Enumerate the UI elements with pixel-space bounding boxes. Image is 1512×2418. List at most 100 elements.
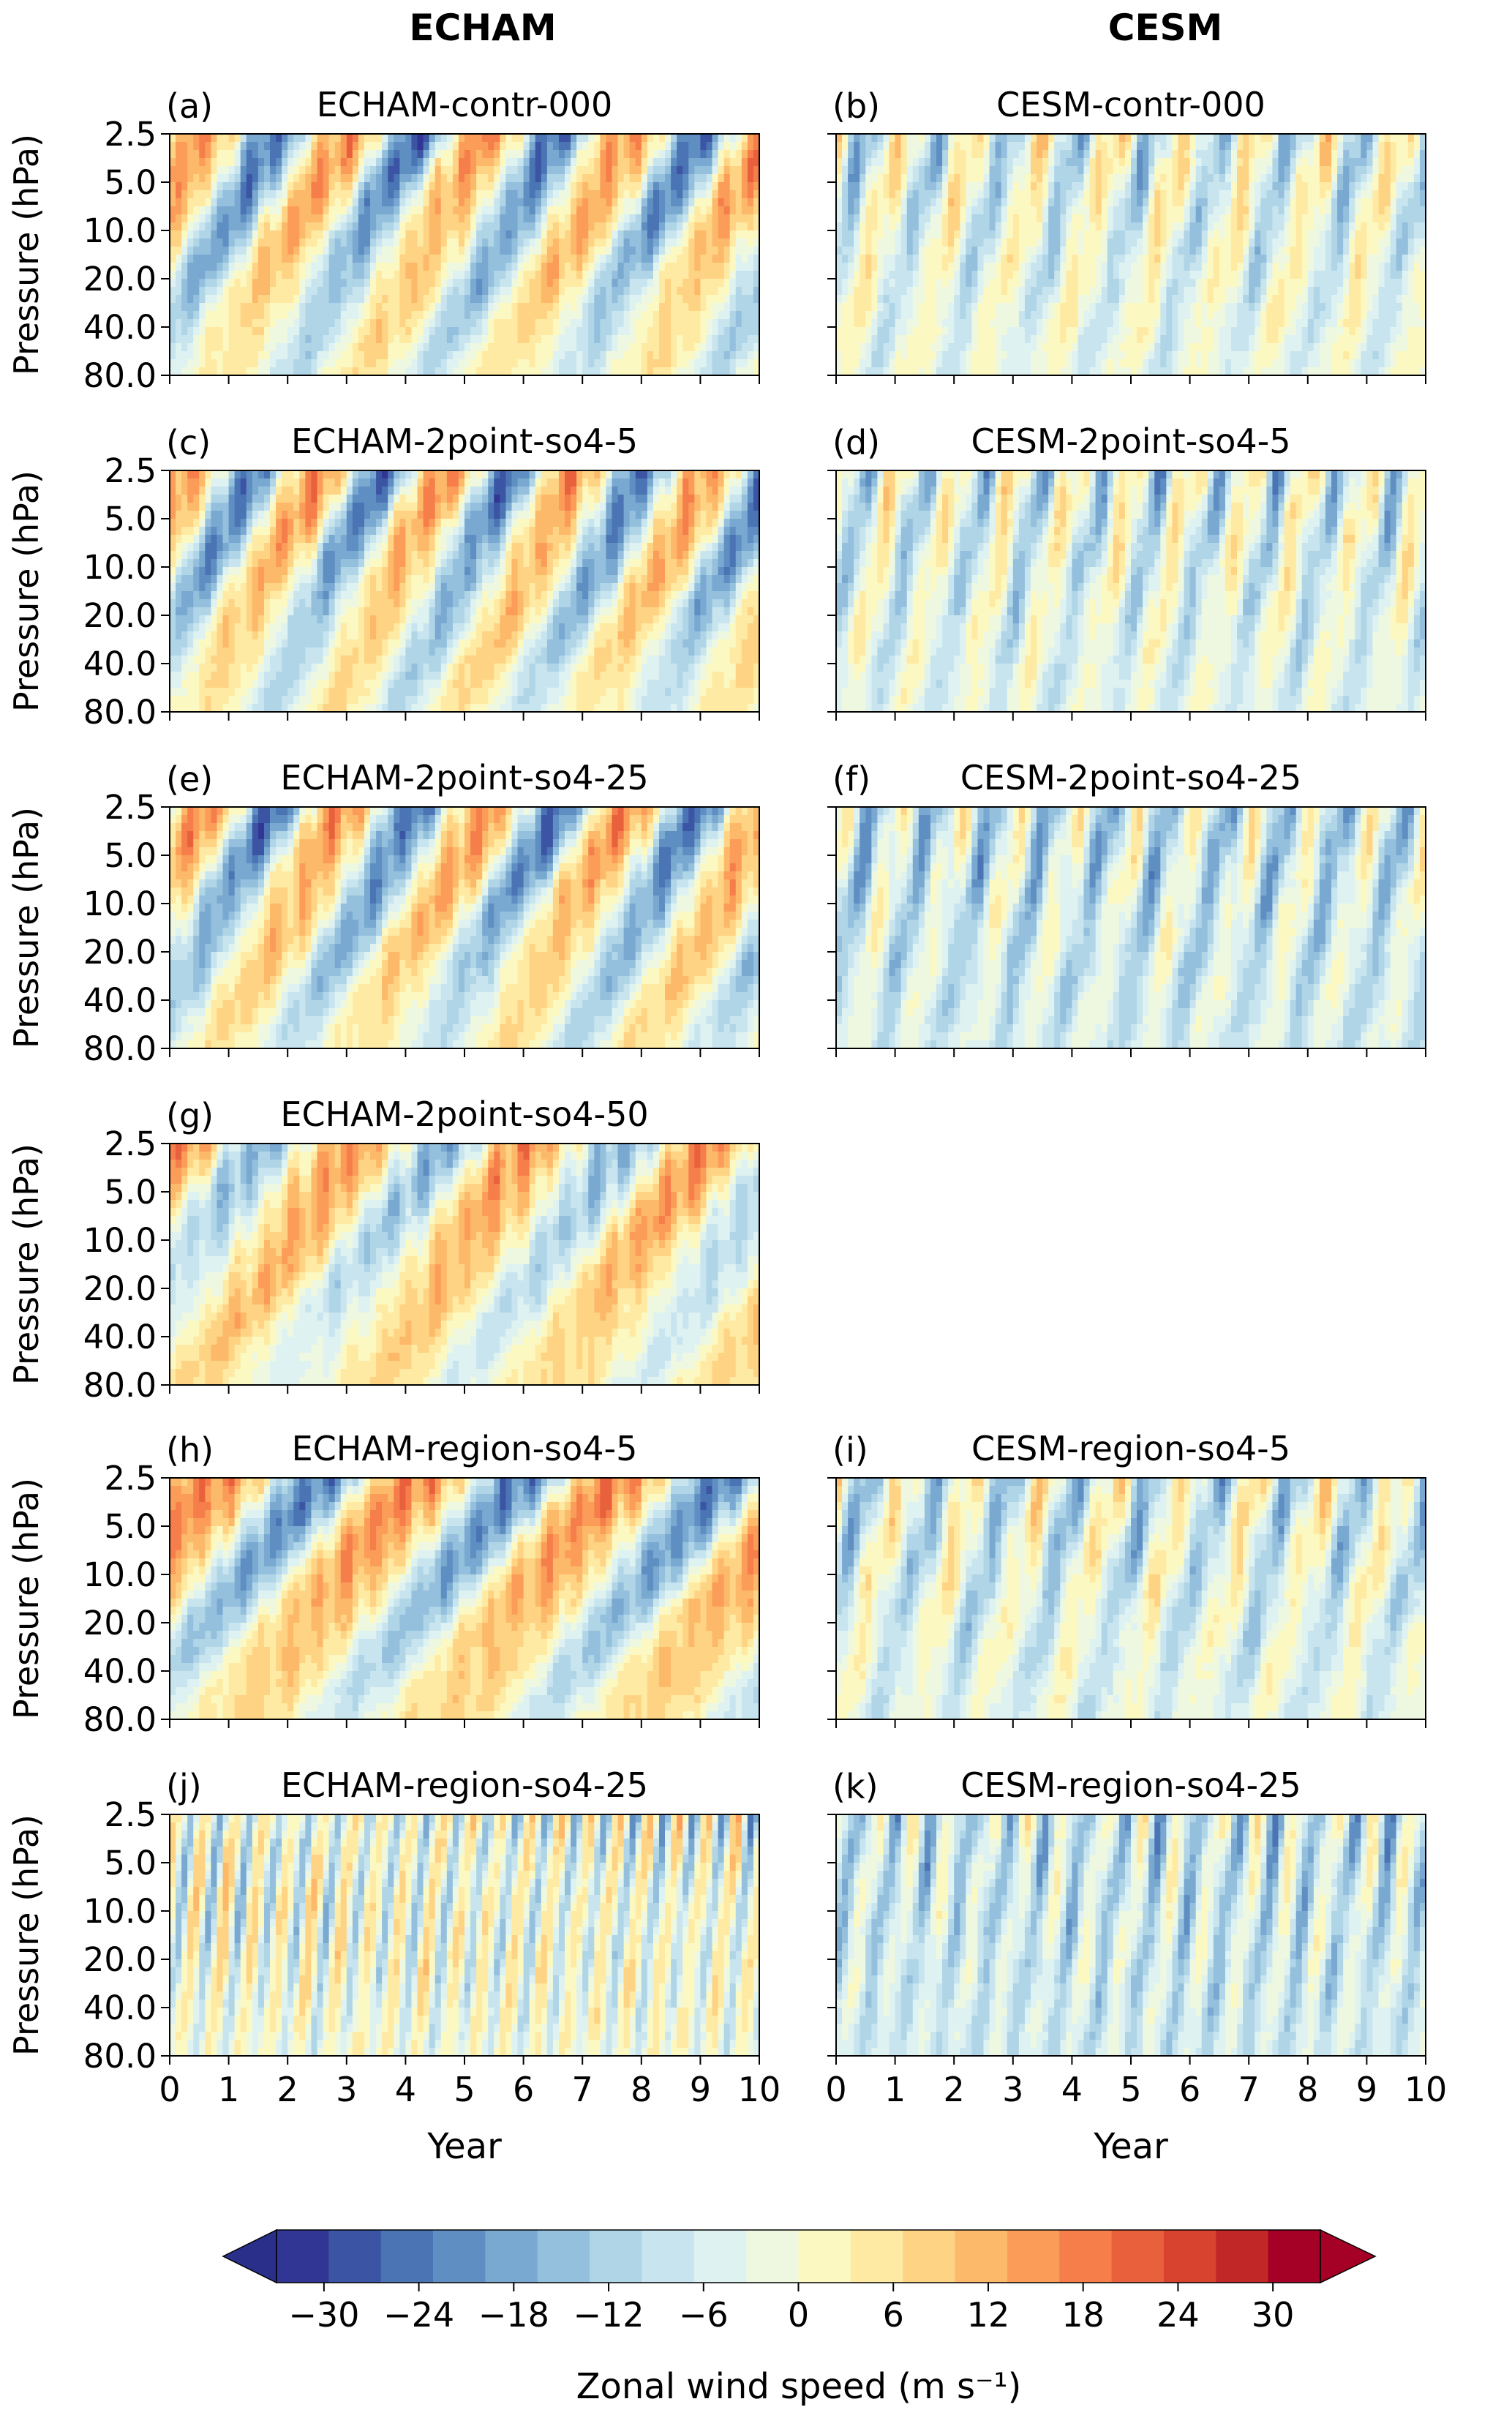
contour-cell (600, 271, 607, 279)
contour-cell (1195, 198, 1203, 207)
contour-cell (836, 206, 843, 215)
contour-cell (1189, 214, 1197, 223)
contour-cell (1048, 271, 1055, 279)
contour-cell (623, 335, 631, 344)
contour-cell (1195, 255, 1203, 263)
contour-cell (1166, 150, 1173, 159)
contour-cell (388, 287, 394, 296)
contour-cell (1072, 319, 1079, 328)
contour-cell (523, 206, 530, 215)
contour-cell (576, 158, 583, 167)
contour-cell (482, 190, 489, 199)
contour-cell (848, 190, 854, 199)
contour-cell (317, 142, 324, 151)
contour-cell (1219, 198, 1226, 207)
contour-cell (747, 351, 754, 360)
contour-cell (352, 367, 359, 375)
contour-cell (942, 166, 949, 175)
contour-cell (446, 335, 454, 344)
contour-cell (1101, 255, 1108, 263)
contour-cell (1077, 351, 1085, 360)
contour-cell (930, 134, 937, 143)
contour-cell (658, 335, 666, 344)
contour-cell (181, 134, 188, 143)
contour-cell (860, 134, 866, 143)
contour-cell (617, 319, 625, 328)
contour-cell (511, 351, 519, 360)
contour-cell (606, 150, 613, 159)
contour-cell (1083, 255, 1091, 263)
contour-cell (665, 303, 672, 312)
contour-cell (647, 190, 654, 199)
contour-cell (629, 351, 636, 360)
contour-cell (323, 198, 330, 207)
contour-cell (918, 214, 925, 223)
contour-cell (1160, 327, 1167, 336)
contour-cell (505, 222, 513, 231)
contour-cell (1143, 182, 1149, 191)
contour-cell (930, 271, 937, 279)
contour-cell (606, 351, 613, 360)
contour-cell (552, 222, 560, 231)
contour-cell (718, 190, 725, 199)
contour-cell (966, 134, 972, 143)
contour-cell (429, 263, 436, 271)
contour-cell (293, 319, 300, 328)
contour-cell (954, 367, 960, 375)
contour-cell (494, 190, 500, 199)
contour-cell (417, 303, 424, 312)
contour-cell (211, 134, 218, 143)
contour-cell (1007, 367, 1014, 375)
contour-cell (558, 198, 565, 207)
contour-cell (629, 247, 636, 255)
contour-cell (1048, 351, 1055, 360)
contour-cell (1143, 287, 1149, 296)
contour-cell (989, 166, 996, 175)
contour-cell (293, 367, 300, 375)
contour-cell (1131, 222, 1137, 231)
contour-cell (323, 319, 330, 328)
contour-cell (854, 335, 860, 344)
contour-cell (458, 263, 465, 271)
contour-cell (1060, 166, 1067, 175)
contour-cell (417, 206, 424, 215)
contour-cell (652, 327, 660, 336)
contour-cell (176, 174, 182, 183)
contour-cell (1060, 247, 1067, 255)
contour-cell (176, 335, 182, 344)
contour-cell (948, 247, 955, 255)
contour-cell (606, 311, 613, 320)
contour-cell (977, 142, 985, 151)
contour-cell (176, 230, 182, 239)
contour-cell (1001, 239, 1008, 247)
contour-cell (311, 359, 318, 368)
contour-cell (181, 158, 188, 167)
contour-cell (700, 182, 707, 191)
contour-cell (176, 214, 182, 223)
contour-cell (706, 134, 713, 143)
contour-cell (417, 255, 424, 263)
contour-cell (1124, 351, 1132, 360)
contour-cell (1178, 214, 1185, 223)
contour-cell (1213, 303, 1220, 312)
y-tick-label: 40.0 (83, 308, 157, 347)
contour-cell (635, 359, 642, 368)
contour-cell (588, 351, 595, 360)
contour-cell (918, 351, 925, 360)
contour-cell (494, 198, 500, 207)
contour-cell (405, 303, 413, 312)
contour-cell (966, 343, 972, 352)
contour-cell (576, 239, 583, 247)
contour-cell (394, 351, 400, 360)
contour-cell (323, 303, 330, 312)
contour-cell (1137, 311, 1143, 320)
contour-cell (954, 166, 960, 175)
contour-cell (411, 222, 418, 231)
contour-cell (977, 263, 985, 271)
contour-cell (535, 287, 542, 296)
contour-cell (1160, 134, 1167, 143)
contour-cell (299, 222, 306, 231)
contour-cell (293, 263, 300, 271)
contour-cell (1207, 150, 1214, 159)
contour-cell (399, 134, 406, 143)
